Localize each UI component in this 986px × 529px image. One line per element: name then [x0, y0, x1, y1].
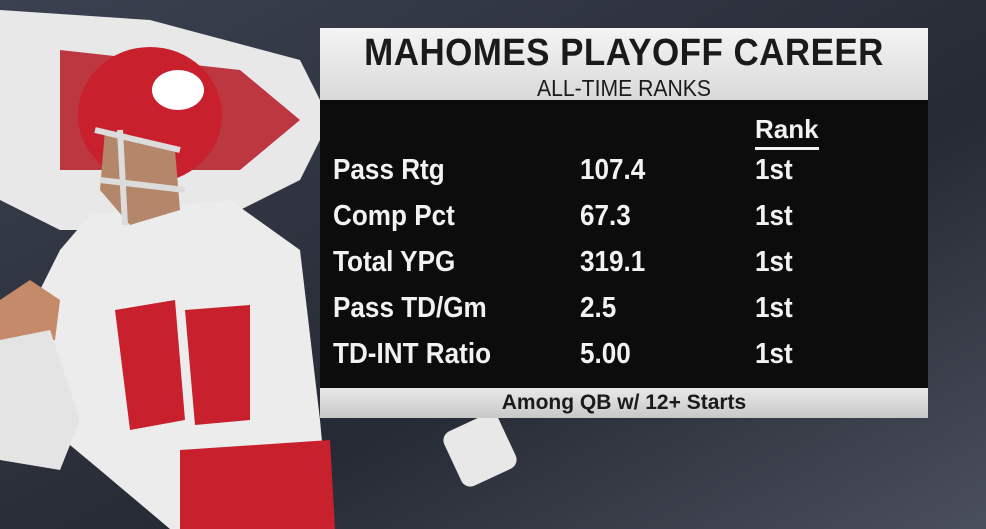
title-bar: MAHOMES PLAYOFF CAREER ALL-TIME RANKS: [320, 28, 928, 101]
stat-label: Pass Rtg: [333, 154, 445, 186]
title: MAHOMES PLAYOFF CAREER: [364, 32, 884, 74]
stat-label: Comp Pct: [333, 200, 455, 232]
stat-rank: 1st: [755, 338, 793, 370]
footer: Among QB w/ 12+ Starts: [320, 388, 928, 418]
stat-value: 67.3: [580, 200, 631, 232]
stat-value: 319.1: [580, 246, 646, 278]
stat-label: Pass TD/Gm: [333, 292, 487, 324]
rank-header: Rank: [755, 114, 819, 150]
stat-rank: 1st: [755, 154, 793, 186]
subtitle: ALL-TIME RANKS: [536, 75, 712, 101]
sleeve: [0, 330, 80, 470]
stat-label: Total YPG: [333, 246, 456, 278]
stat-rank: 1st: [755, 292, 793, 324]
pants: [180, 440, 335, 529]
stat-rank: 1st: [755, 246, 793, 278]
helmet-logo: [152, 70, 204, 110]
stat-value: 2.5: [580, 292, 617, 324]
stat-rank: 1st: [755, 200, 793, 232]
wristband: [443, 413, 517, 487]
stat-value: 107.4: [580, 154, 646, 186]
stats-table: Rank Pass Rtg 107.4 1st Comp Pct 67.3 1st Tota…: [320, 100, 928, 388]
jersey-number: [115, 300, 250, 430]
stat-label: TD-INT Ratio: [333, 338, 492, 370]
stat-value: 5.00: [580, 338, 631, 370]
facemask: [94, 127, 186, 226]
